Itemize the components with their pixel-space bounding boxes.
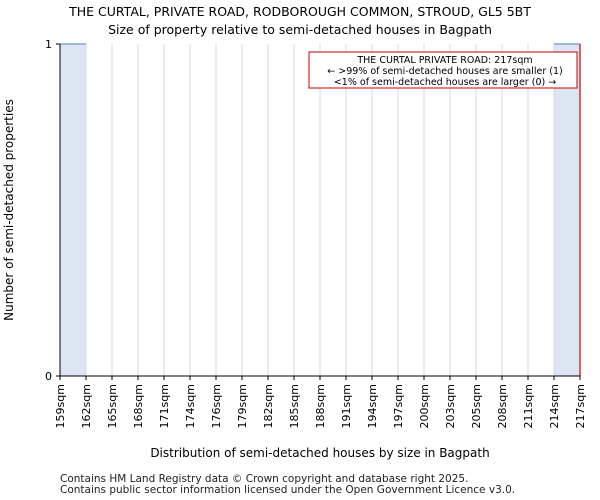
x-tick-label: 197sqm: [392, 384, 405, 428]
footer-line-2: Contains public sector information licen…: [60, 484, 516, 496]
x-tick-label: 214sqm: [548, 384, 561, 428]
y-tick-label: 0: [45, 370, 52, 383]
x-tick-label: 182sqm: [262, 384, 275, 428]
x-tick-label: 191sqm: [340, 384, 353, 428]
y-axis-label: Number of semi-detached properties: [2, 99, 16, 321]
footer-line-1: Contains HM Land Registry data © Crown c…: [60, 473, 469, 485]
annotation-line: <1% of semi-detached houses are larger (…: [334, 77, 556, 88]
x-tick-label: 168sqm: [132, 384, 145, 428]
x-tick-label: 188sqm: [314, 384, 327, 428]
bar: [553, 43, 581, 377]
x-tick-label: 162sqm: [80, 384, 93, 428]
x-tick-label: 211sqm: [522, 384, 535, 428]
x-tick-label: 179sqm: [236, 384, 249, 428]
x-tick-label: 159sqm: [54, 384, 67, 428]
annotation-box: [308, 51, 578, 89]
x-tick-label: 205sqm: [470, 384, 483, 428]
x-tick-label: 171sqm: [158, 384, 171, 428]
x-tick-label: 185sqm: [288, 384, 301, 428]
chart-subtitle: Size of property relative to semi-detach…: [108, 22, 492, 37]
x-tick-label: 174sqm: [184, 384, 197, 428]
y-tick-label: 1: [45, 38, 52, 51]
x-tick-label: 203sqm: [444, 384, 457, 428]
x-tick-label: 208sqm: [496, 384, 509, 428]
x-axis-label: Distribution of semi-detached houses by …: [150, 446, 489, 460]
annotation-line: ← >99% of semi-detached houses are small…: [327, 66, 562, 77]
x-tick-label: 194sqm: [366, 384, 379, 428]
x-tick-label: 200sqm: [418, 384, 431, 428]
x-tick-label: 165sqm: [106, 384, 119, 428]
chart-title: THE CURTAL, PRIVATE ROAD, RODBOROUGH COM…: [69, 4, 531, 19]
bar: [59, 43, 87, 377]
x-tick-label: 217sqm: [574, 384, 587, 428]
annotation-line: THE CURTAL PRIVATE ROAD: 217sqm: [356, 55, 532, 66]
x-tick-label: 176sqm: [210, 384, 223, 428]
